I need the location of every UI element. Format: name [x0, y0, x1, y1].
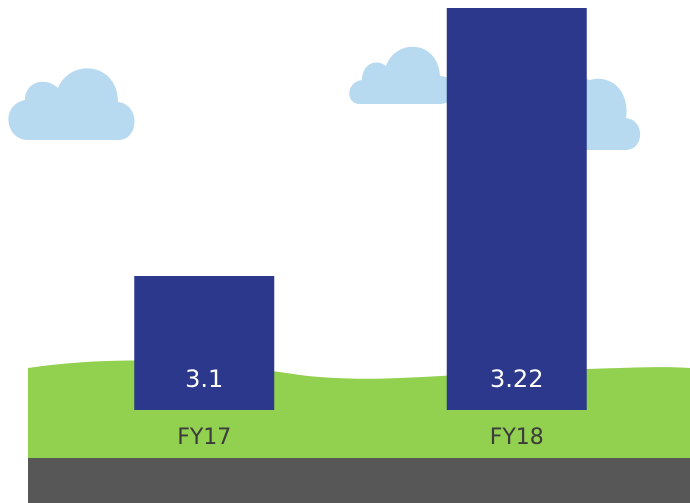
grass [28, 360, 690, 460]
value-label: 3.1 [185, 365, 223, 393]
value-label: 3.22 [490, 365, 543, 393]
bar [446, 8, 587, 410]
plot: 3.1 FY17 3.22 FY18 [134, 8, 587, 450]
bar [134, 276, 275, 410]
ground-strip [28, 458, 690, 503]
x-tick-label: FY18 [490, 425, 544, 450]
x-tick-label: FY17 [177, 425, 231, 450]
cloud [8, 68, 135, 140]
cloud [349, 46, 455, 104]
